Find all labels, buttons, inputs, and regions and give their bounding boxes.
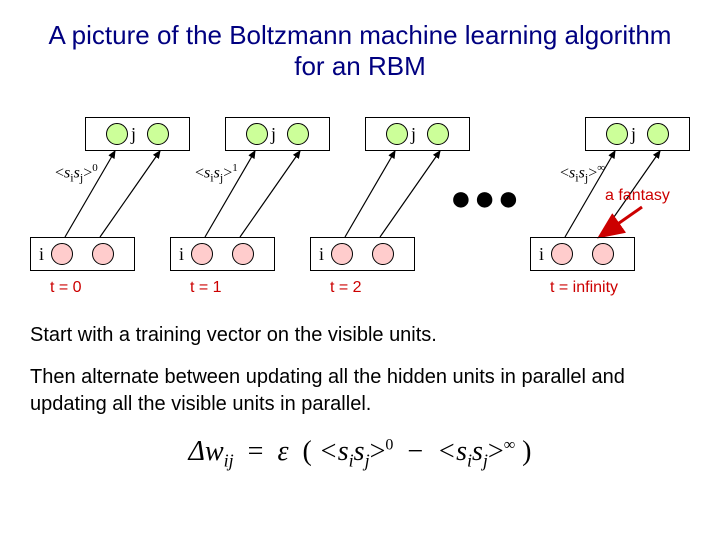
hidden-unit-circle [606,123,628,145]
weight-update-equation: Δwij = ε ( <sisj>0 − <sisj>∞ ) [30,436,690,472]
fantasy-arrow [602,207,642,235]
eq-t1-pre: <s [319,436,349,467]
eq-t2-sup: ∞ [504,437,515,454]
eq-close: ) [522,436,531,467]
visible-unit-circle [191,243,213,265]
hidden-unit-circle [427,123,449,145]
hidden-unit-circle [386,123,408,145]
hidden-unit-circle [647,123,669,145]
visible-unit-label: i [539,244,544,265]
visible-unit-label: i [179,244,184,265]
eq-open: ( [303,436,312,467]
eq-minus: − [407,436,423,467]
chain-edge [240,151,300,237]
correlation-stat: <sisj>∞ [560,162,605,186]
hidden-unit-label: j [411,124,416,145]
visible-unit-label: i [319,244,324,265]
eq-t2-pre: <s [437,436,467,467]
eq-equals: = [248,436,264,467]
eq-t1-sup: 0 [385,437,393,454]
eq-t1-mid: s [354,436,365,467]
body-paragraph-2: Then alternate between updating all the … [30,364,690,418]
eq-t2-mid: s [472,436,483,467]
hidden-unit-label: j [131,124,136,145]
visible-unit-circle [232,243,254,265]
chain-edge [380,151,440,237]
visible-unit-box: i [170,237,275,271]
hidden-unit-circle [106,123,128,145]
hidden-unit-box: j [585,117,690,151]
visible-unit-box: i [530,237,635,271]
hidden-unit-box: j [225,117,330,151]
visible-unit-box: i [310,237,415,271]
ellipsis-dots: ●●● [450,177,521,219]
visible-unit-label: i [39,244,44,265]
eq-delta: Δw [189,436,224,467]
eq-t1-post: > [370,436,386,467]
hidden-unit-box: j [365,117,470,151]
hidden-unit-label: j [631,124,636,145]
correlation-stat: <sisj>0 [55,162,98,186]
eq-t2-post: > [488,436,504,467]
body-paragraph-1: Start with a training vector on the visi… [30,322,690,349]
visible-unit-circle [331,243,353,265]
hidden-unit-circle [287,123,309,145]
hidden-unit-box: j [85,117,190,151]
time-step-label: t = 2 [330,279,362,297]
visible-unit-box: i [30,237,135,271]
hidden-unit-label: j [271,124,276,145]
eq-eps: ε [277,436,288,467]
visible-unit-circle [592,243,614,265]
correlation-stat: <sisj>1 [195,162,238,186]
page-title: A picture of the Boltzmann machine learn… [30,20,690,82]
time-step-label: t = 1 [190,279,222,297]
fantasy-label: a fantasy [605,187,670,205]
time-step-label: t = 0 [50,279,82,297]
rbm-diagram: j j j j i t = 0 i t = 1 i t = 2 i t = infinity <si… [30,107,690,307]
hidden-unit-circle [147,123,169,145]
hidden-unit-circle [246,123,268,145]
visible-unit-circle [51,243,73,265]
visible-unit-circle [372,243,394,265]
time-step-label: t = infinity [550,279,618,297]
visible-unit-circle [551,243,573,265]
chain-edge [100,151,160,237]
visible-unit-circle [92,243,114,265]
chain-edge [345,151,395,237]
eq-lhs-sub: ij [224,451,234,471]
